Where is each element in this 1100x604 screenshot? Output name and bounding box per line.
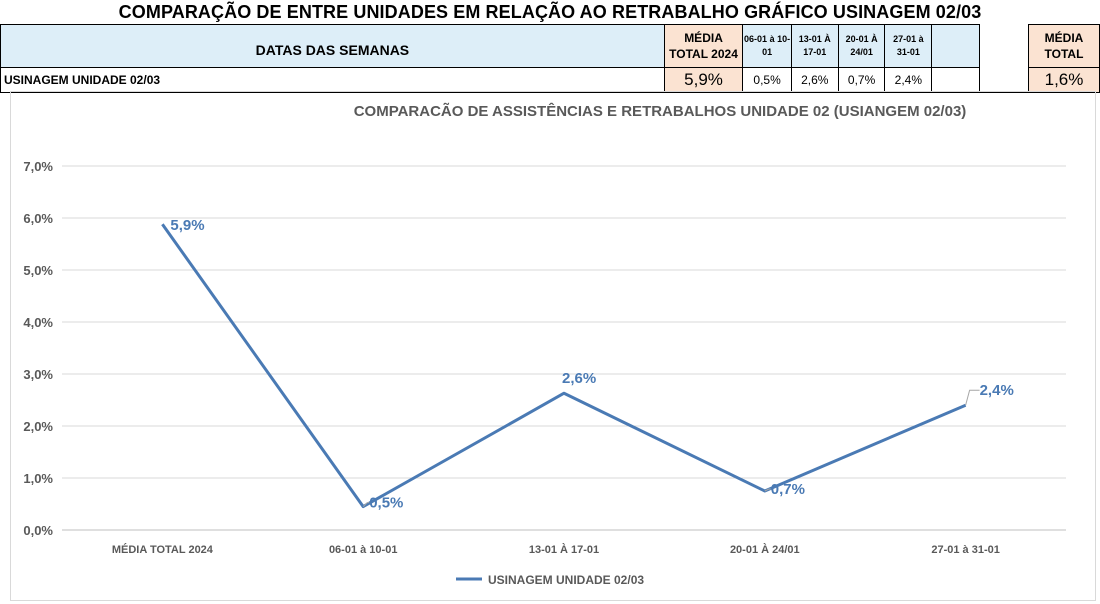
header-label: DATAS DAS SEMANAS	[0, 24, 665, 68]
x-tick-label: 13-01 À 17-01	[529, 543, 599, 556]
avg-header: MÉDIA TOTAL	[1028, 24, 1100, 68]
y-tick-label: 5,0%	[23, 263, 53, 278]
data-label: 0,7%	[771, 481, 805, 498]
row-label: USINAGEM UNIDADE 02/03	[0, 67, 665, 93]
data-label: 0,5%	[369, 495, 403, 512]
x-tick-label: 20-01 À 24/01	[730, 543, 800, 556]
chart-title: COMPARACÃO DE ASSISTÊNCIAS E RETRABALHOS…	[354, 102, 967, 120]
y-tick-label: 7,0%	[23, 159, 53, 174]
chart-area	[10, 91, 1096, 601]
x-tick-label: 27-01 à 31-01	[931, 544, 1000, 556]
data-label: 5,9%	[170, 217, 204, 234]
week-header: 06-01 à 10-01	[742, 24, 792, 68]
week-header: 27-01 à 31-01	[884, 24, 933, 68]
week-value: 0,5%	[742, 67, 792, 93]
week-value	[931, 67, 981, 93]
spacer-cell	[979, 67, 1029, 93]
data-label-leader	[965, 389, 980, 406]
data-label-leader	[764, 488, 771, 492]
series-line	[161, 223, 967, 509]
avg-2024-value: 5,9%	[663, 67, 744, 93]
y-tick-label: 1,0%	[23, 471, 53, 486]
week-value: 2,4%	[884, 67, 933, 93]
y-tick-label: 2,0%	[23, 419, 53, 434]
page-title: COMPARAÇÃO DE ENTRE UNIDADES EM RELAÇÃO …	[118, 2, 982, 22]
avg-value: 1,6%	[1028, 67, 1100, 93]
summary-table: DATAS DAS SEMANAS MÉDIA TOTAL 2024 06-01…	[0, 24, 1100, 93]
week-value: 0,7%	[837, 67, 886, 93]
data-label: 2,4%	[980, 382, 1014, 399]
y-tick-label: 3,0%	[23, 367, 53, 382]
legend-label: USINAGEM UNIDADE 02/03	[488, 573, 644, 587]
spacer-cell	[979, 24, 1029, 68]
y-tick-label: 6,0%	[23, 211, 53, 226]
week-value: 2,6%	[790, 67, 839, 93]
summary-data-row: USINAGEM UNIDADE 02/03 5,9% 0,5% 2,6% 0,…	[0, 67, 1100, 93]
avg-2024-header: MÉDIA TOTAL 2024	[663, 24, 744, 68]
data-label: 2,6%	[562, 370, 596, 387]
data-label-leader	[362, 502, 370, 507]
y-tick-label: 4,0%	[23, 315, 53, 330]
x-tick-label: 06-01 à 10-01	[329, 544, 398, 556]
y-tick-label: 0,0%	[23, 523, 53, 538]
x-tick-label: MÉDIA TOTAL 2024	[112, 543, 214, 556]
week-header: 13-01 À 17-01	[790, 24, 839, 68]
summary-header-row: DATAS DAS SEMANAS MÉDIA TOTAL 2024 06-01…	[0, 24, 1100, 68]
week-header	[931, 24, 981, 68]
